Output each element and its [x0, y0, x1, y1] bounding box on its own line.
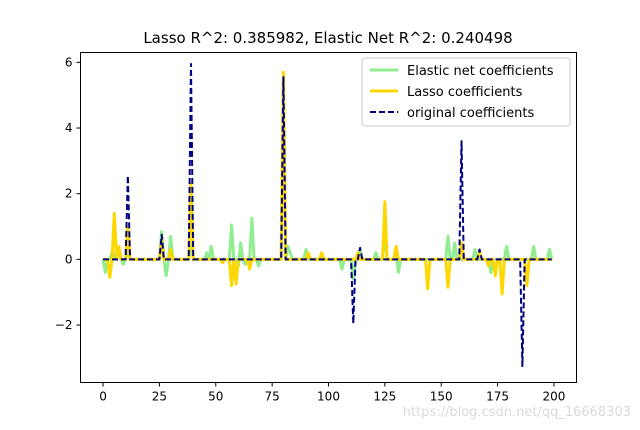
watermark: https://blog.csdn.net/qq_16668303 [403, 405, 631, 420]
chart-title: Lasso R^2: 0.385982, Elastic Net R^2: 0.… [143, 29, 512, 47]
x-tick-label: 75 [264, 390, 279, 404]
x-tick-label: 175 [486, 390, 509, 404]
legend-box [361, 57, 571, 127]
y-tick-label: 0 [65, 252, 73, 266]
legend: Elastic net coefficients Lasso coefficien… [361, 57, 571, 127]
x-tick-label: 200 [543, 390, 566, 404]
legend-label: Elastic net coefficients [407, 64, 554, 79]
x-tick-label: 100 [317, 390, 340, 404]
y-tick-label: −2 [55, 318, 73, 332]
y-axis: −2 0 2 4 6 [55, 55, 81, 332]
legend-label: original coefficients [407, 106, 534, 121]
plot-lines [101, 62, 554, 368]
x-tick-label: 150 [430, 390, 453, 404]
x-tick-label: 25 [152, 390, 167, 404]
series-line-original-coefficients [103, 62, 552, 368]
x-tick-label: 50 [208, 390, 223, 404]
y-tick-label: 4 [65, 121, 73, 135]
y-tick-label: 2 [65, 187, 73, 201]
x-axis: 0 25 50 75 100 125 150 175 200 [99, 382, 566, 404]
x-tick-label: 125 [373, 390, 396, 404]
y-tick-label: 6 [65, 55, 73, 69]
legend-label: Lasso coefficients [407, 85, 523, 100]
x-tick-label: 0 [99, 390, 107, 404]
